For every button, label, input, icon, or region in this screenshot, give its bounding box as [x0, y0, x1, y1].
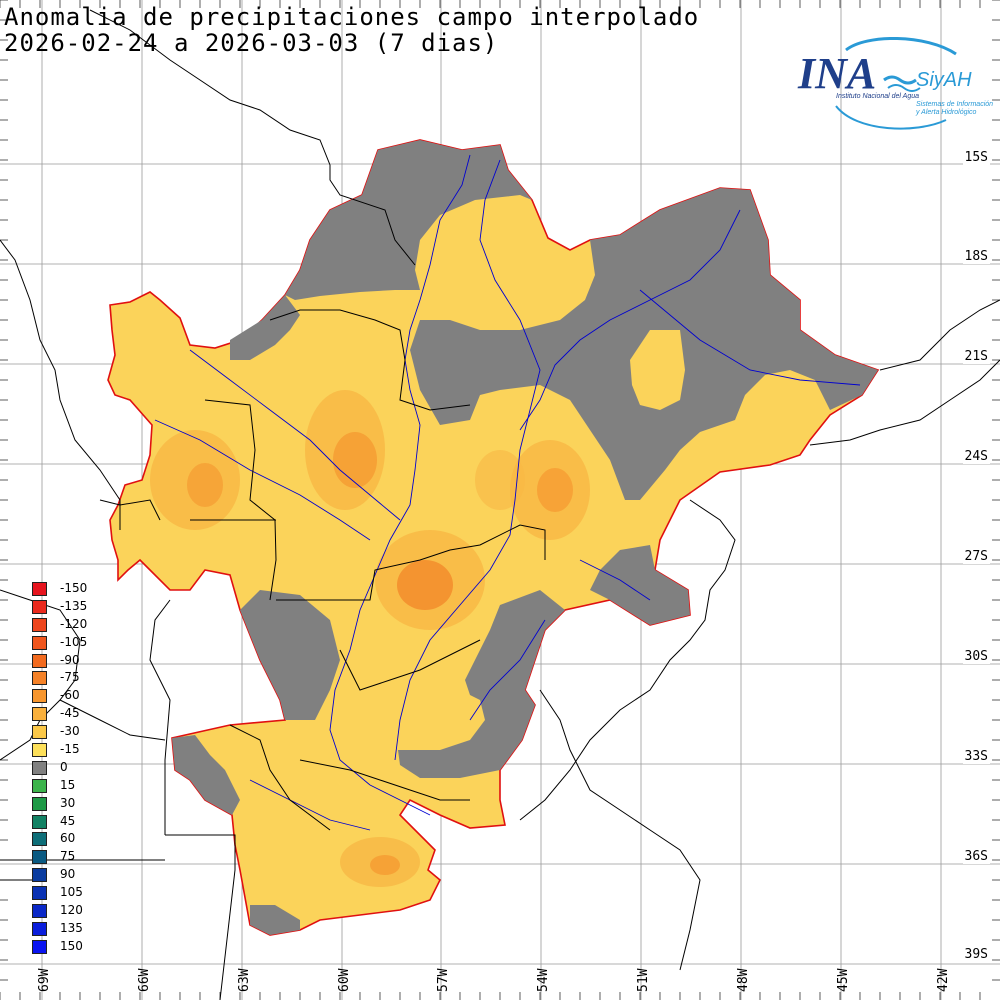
political-borders — [0, 9, 1000, 1000]
logo-siyah-text: SiyAH — [916, 69, 972, 91]
legend-swatch — [32, 868, 47, 883]
legend-label: -15 — [60, 742, 80, 757]
legend-label: -135 — [60, 598, 88, 613]
legend-label: 150 — [60, 938, 83, 953]
ina-siyah-logo: INA SiyAH Instituto Nacional del Agua Si… — [797, 37, 993, 130]
legend-swatch — [32, 832, 47, 847]
legend-swatch — [32, 725, 47, 740]
lon-label: 51W — [636, 968, 651, 992]
legend-label: 90 — [60, 867, 76, 882]
legend-label: -90 — [60, 652, 80, 667]
legend-swatch — [32, 796, 47, 811]
lon-label: 69W — [37, 968, 52, 992]
lon-label: 54W — [536, 968, 551, 992]
lon-label: 57W — [436, 968, 451, 992]
legend-swatch — [32, 707, 47, 722]
lat-label: 24S — [962, 449, 990, 464]
logo-line2: Sistemas de Información — [916, 101, 993, 108]
legend-label: -120 — [60, 616, 88, 631]
lat-label: 36S — [962, 849, 990, 864]
lat-label: 30S — [962, 649, 990, 664]
legend-label: 15 — [60, 777, 76, 792]
legend-label: 120 — [60, 903, 83, 918]
lat-label: 18S — [962, 249, 990, 264]
legend-label: 105 — [60, 885, 83, 900]
legend-swatch — [32, 635, 47, 650]
rivers — [154, 154, 861, 831]
lat-label: 15S — [962, 150, 990, 165]
legend-swatch — [32, 760, 47, 775]
legend-label: 135 — [60, 920, 83, 935]
logo-line3: y Alerta Hidrológico — [915, 109, 977, 116]
legend-swatch — [32, 689, 47, 704]
legend-swatch — [32, 582, 47, 596]
legend-label: -75 — [60, 670, 80, 685]
legend-swatch — [32, 939, 47, 954]
legend-label: -105 — [60, 634, 88, 649]
legend-label: 60 — [60, 831, 76, 846]
lon-label: 63W — [237, 968, 252, 992]
legend-swatch — [32, 671, 47, 686]
lon-label: 42W — [936, 968, 951, 992]
lon-label: 60W — [337, 968, 352, 992]
zero-anomaly-zones — [172, 140, 878, 935]
map-title: Anomalia de precipitaciones campo interp… — [4, 3, 700, 31]
lon-label: 66W — [137, 968, 152, 992]
logo-line1: Instituto Nacional del Agua — [836, 93, 919, 100]
legend-label: 75 — [60, 849, 76, 864]
lat-label: 27S — [962, 549, 990, 564]
legend-swatch — [32, 814, 47, 829]
legend-swatch — [32, 617, 47, 632]
lat-label: 39S — [962, 947, 990, 962]
lon-label: 48W — [736, 968, 751, 992]
lat-label: 21S — [962, 349, 990, 364]
legend-label: 0 — [60, 759, 68, 774]
legend-swatch — [32, 921, 47, 936]
legend-swatch — [32, 653, 47, 668]
legend-swatch — [32, 886, 47, 901]
lat-label: 33S — [962, 749, 990, 764]
legend-swatch — [32, 599, 47, 614]
legend-swatch — [32, 743, 47, 758]
legend-label: 45 — [60, 813, 76, 828]
lon-label: 45W — [836, 968, 851, 992]
legend-swatch — [32, 778, 47, 793]
legend-swatch — [32, 904, 47, 919]
legend-label: -150 — [60, 581, 88, 595]
legend-label: -45 — [60, 706, 80, 721]
legend-swatch — [32, 850, 47, 865]
legend-label: -30 — [60, 724, 80, 739]
legend-label: -60 — [60, 688, 80, 703]
map-date-range: 2026-02-24 a 2026-03-03 (7 dias) — [4, 29, 499, 57]
negative-anomaly-hotspots — [150, 390, 590, 887]
legend-label: 30 — [60, 795, 76, 810]
logo-ina-text: INA — [797, 49, 876, 98]
